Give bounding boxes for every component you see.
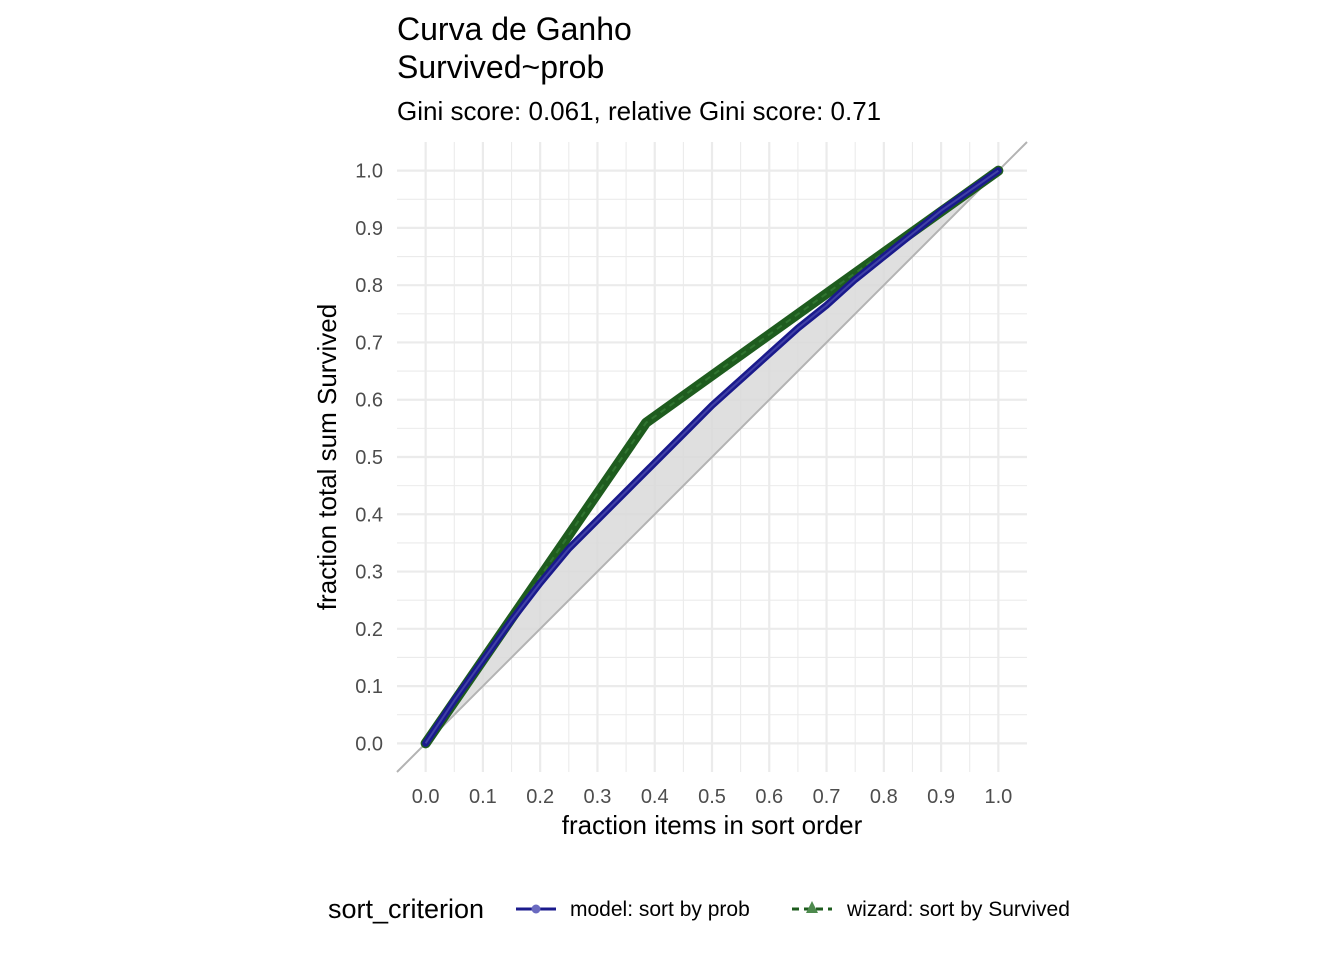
series <box>420 165 1004 749</box>
x-tick-label: 0.2 <box>526 786 554 808</box>
legend: sort_criterion model: sort by prob wizar… <box>328 894 1070 924</box>
y-tick-label: 0.9 <box>355 218 383 240</box>
y-tick-label: 0.2 <box>355 619 383 641</box>
x-axis-ticks: 0.0 0.1 0.2 0.3 0.4 0.5 0.6 0.7 0.8 0.9 1.0 <box>412 786 1013 808</box>
legend-title: sort_criterion <box>328 894 484 924</box>
reference-diagonal <box>396 141 1028 773</box>
legend-key-model <box>516 904 556 914</box>
legend-wizard-marker <box>806 901 818 913</box>
x-axis-label: fraction items in sort order <box>562 810 863 840</box>
legend-label-model: model: sort by prob <box>570 898 750 921</box>
y-tick-label: 0.0 <box>355 733 383 755</box>
y-tick-label: 0.5 <box>355 447 383 469</box>
y-tick-label: 0.3 <box>355 562 383 584</box>
series-wizard-dash <box>424 169 999 744</box>
x-tick-label: 1.0 <box>984 786 1012 808</box>
chart-title-line2: Survived~prob <box>397 49 604 85</box>
x-tick-label: 0.1 <box>469 786 497 808</box>
x-tick-label: 0.5 <box>698 786 726 808</box>
x-tick-label: 0.3 <box>584 786 612 808</box>
y-axis-ticks: 0.0 0.1 0.2 0.3 0.4 0.5 0.6 0.7 0.8 0.9 1.0 <box>355 161 383 756</box>
x-tick-label: 0.4 <box>641 786 669 808</box>
y-tick-label: 0.6 <box>355 390 383 412</box>
y-tick-label: 0.4 <box>355 504 383 526</box>
diagonal-line <box>396 141 1028 773</box>
chart-subtitle: Gini score: 0.061, relative Gini score: … <box>397 96 881 126</box>
legend-label-wizard: wizard: sort by Survived <box>846 898 1070 921</box>
y-axis-label: fraction total sum Survived <box>312 304 342 610</box>
y-tick-label: 0.1 <box>355 676 383 698</box>
x-tick-label: 0.9 <box>927 786 955 808</box>
x-tick-label: 0.6 <box>755 786 783 808</box>
legend-key-wizard <box>792 901 832 913</box>
y-tick-label: 0.7 <box>355 332 383 354</box>
x-tick-label: 0.7 <box>813 786 841 808</box>
titles: Curva de Ganho Survived~prob Gini score:… <box>397 11 881 126</box>
y-tick-label: 1.0 <box>355 161 383 183</box>
legend-model-marker <box>531 904 541 914</box>
y-tick-label: 0.8 <box>355 275 383 297</box>
chart-title: Curva de Ganho <box>397 11 632 47</box>
x-tick-label: 0.0 <box>412 786 440 808</box>
x-tick-label: 0.8 <box>870 786 898 808</box>
series-model-highlight <box>424 169 999 744</box>
